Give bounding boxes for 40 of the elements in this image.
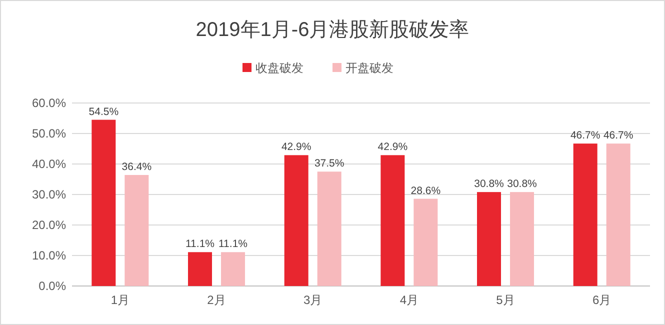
y-tick-label: 30.0% [32,188,66,202]
legend-label: 开盘破发 [346,61,394,75]
data-label: 42.9% [378,141,408,154]
bar [221,252,245,286]
y-tick-label: 40.0% [32,157,66,171]
bar [380,155,405,286]
x-tick-label: 2月 [207,293,226,307]
bar [573,144,598,286]
x-tick-label: 4月 [400,293,419,307]
data-label: 46.7% [570,130,600,142]
y-tick-label: 60.0% [32,96,66,110]
bar [414,198,438,286]
bar [477,192,501,286]
data-label: 54.5% [88,106,119,118]
y-tick-label: 0.0% [38,279,66,293]
y-tick-label: 20.0% [32,218,66,232]
y-tick-label: 50.0% [32,126,66,140]
data-label: 37.5% [314,158,344,170]
legend-label: 收盘破发 [256,61,304,75]
bar [188,252,212,286]
data-label: 11.1% [186,238,214,250]
data-label: 30.8% [507,178,537,190]
x-tick-label: 1月 [110,293,130,307]
y-tick-label: 10.0% [32,248,66,262]
data-label: 42.9% [281,141,312,154]
x-tick-label: 3月 [303,293,322,307]
data-label: 30.8% [474,178,504,190]
bar [510,192,534,286]
x-tick-label: 6月 [592,293,612,307]
data-label: 46.7% [603,130,634,142]
bar [284,155,308,286]
x-tick-label: 5月 [496,293,515,307]
chart-title: 2019年1月-6月港股新股破发率 [196,19,470,41]
data-label: 11.1% [218,238,248,250]
bar [124,174,149,286]
data-label: 28.6% [410,184,441,197]
bar [606,144,630,286]
bar [317,172,342,286]
bar [92,120,116,286]
data-label: 36.4% [122,160,152,173]
